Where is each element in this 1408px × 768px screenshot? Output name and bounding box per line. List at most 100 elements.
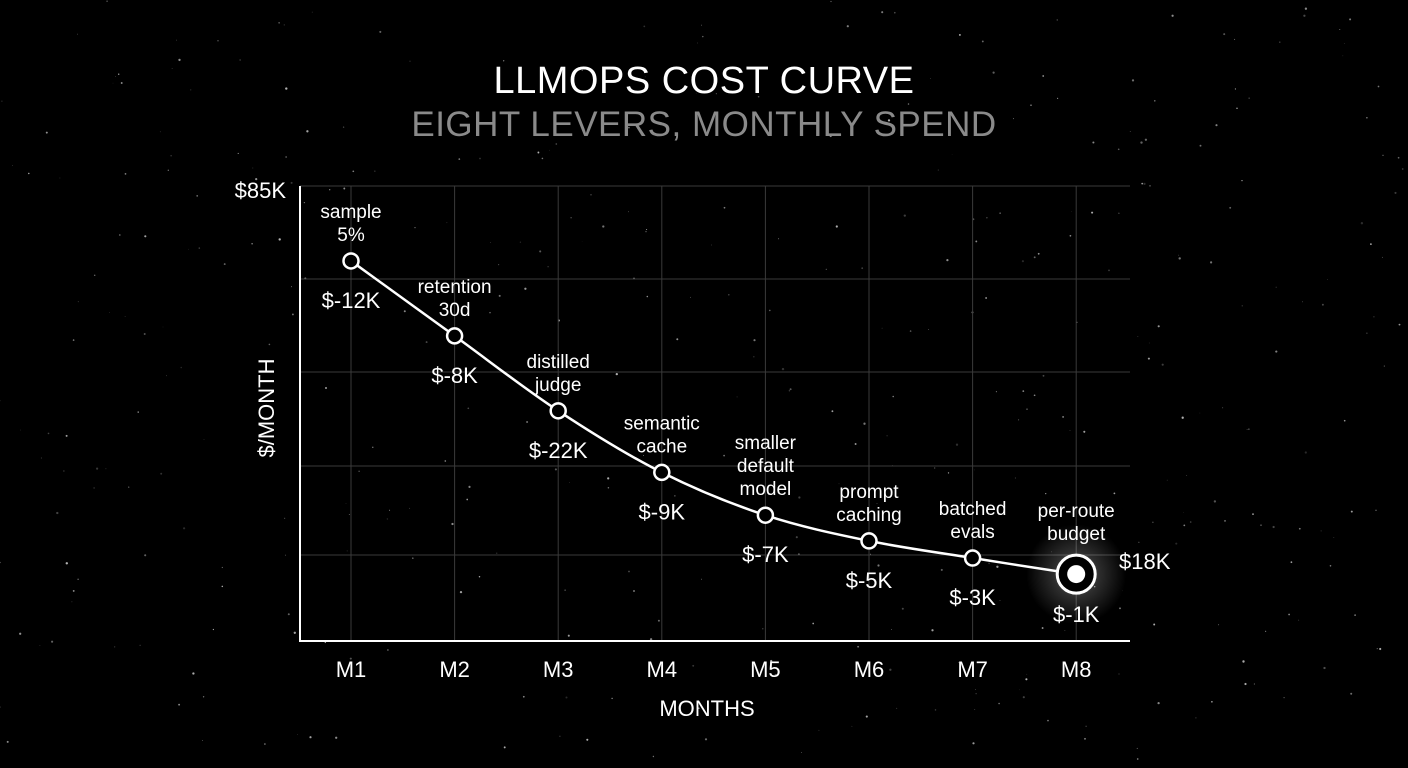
star — [77, 301, 79, 303]
star — [974, 709, 976, 711]
star — [645, 230, 647, 233]
star — [0, 706, 1, 708]
star — [778, 238, 780, 240]
star — [1143, 182, 1146, 186]
star — [704, 738, 708, 741]
star — [498, 294, 501, 297]
star — [1223, 33, 1226, 36]
star — [985, 297, 987, 299]
star — [1397, 156, 1400, 159]
star — [306, 130, 309, 133]
star — [975, 689, 976, 690]
star — [108, 311, 110, 313]
star — [1161, 363, 1164, 366]
star — [143, 333, 146, 335]
star — [466, 498, 469, 501]
star — [167, 169, 169, 171]
star — [1026, 408, 1028, 410]
star — [1037, 252, 1040, 255]
star — [1152, 521, 1154, 523]
star — [646, 295, 649, 298]
star — [526, 420, 529, 424]
star — [1138, 541, 1140, 543]
star — [881, 327, 883, 329]
x-tick-label: M6 — [854, 657, 885, 682]
star — [876, 503, 878, 504]
star — [1339, 29, 1341, 31]
star — [812, 622, 815, 625]
star — [198, 247, 201, 249]
star — [569, 482, 570, 483]
star — [118, 234, 121, 236]
star — [736, 396, 738, 398]
x-axis-label: MONTHS — [659, 696, 754, 721]
star — [1, 100, 3, 102]
star — [1069, 430, 1071, 431]
star — [1298, 619, 1300, 621]
star — [352, 170, 355, 173]
lever-label: budget — [1047, 524, 1106, 545]
star — [379, 30, 382, 33]
star — [324, 641, 326, 644]
star — [1153, 623, 1156, 626]
star — [192, 672, 195, 675]
star — [753, 339, 756, 342]
star — [1019, 689, 1020, 691]
star — [0, 561, 2, 564]
star — [607, 487, 610, 489]
star — [1321, 303, 1324, 306]
star — [1119, 607, 1121, 610]
star — [137, 411, 139, 413]
star — [93, 274, 96, 277]
star — [178, 703, 181, 706]
star — [425, 341, 428, 344]
star — [881, 11, 884, 14]
star — [1224, 520, 1226, 522]
star — [1373, 315, 1375, 318]
star — [459, 590, 463, 594]
star — [1131, 79, 1135, 82]
star — [1252, 513, 1254, 516]
lever-label: per-route — [1038, 501, 1115, 522]
star — [1323, 666, 1326, 670]
y-axis-top-label: $85K — [235, 178, 287, 203]
star — [901, 607, 904, 610]
star — [389, 509, 391, 511]
star — [335, 736, 338, 739]
star — [490, 242, 491, 243]
star — [770, 659, 773, 663]
star — [690, 296, 691, 298]
star — [1343, 43, 1345, 44]
star — [1092, 141, 1095, 144]
star — [697, 42, 699, 44]
star — [291, 313, 294, 316]
star — [697, 707, 700, 710]
star — [1147, 357, 1150, 360]
lever-label: batched — [939, 499, 1007, 520]
star — [1244, 682, 1247, 686]
star — [652, 755, 655, 758]
star — [446, 222, 448, 224]
star — [986, 217, 988, 219]
star — [329, 189, 331, 191]
star — [1303, 14, 1306, 17]
star — [1236, 107, 1238, 110]
star — [1401, 168, 1404, 170]
star — [586, 738, 589, 741]
star — [564, 589, 566, 591]
data-point — [549, 402, 567, 420]
star — [358, 470, 360, 472]
star — [657, 619, 660, 622]
star — [1229, 206, 1232, 209]
star — [409, 60, 411, 62]
star — [1166, 479, 1168, 481]
lever-label: distilled — [527, 352, 590, 373]
lever-label: default — [737, 456, 795, 477]
star — [611, 697, 613, 700]
star — [1383, 365, 1385, 367]
star — [251, 243, 253, 245]
star — [861, 267, 864, 270]
star — [1248, 97, 1250, 99]
star — [1327, 279, 1328, 281]
